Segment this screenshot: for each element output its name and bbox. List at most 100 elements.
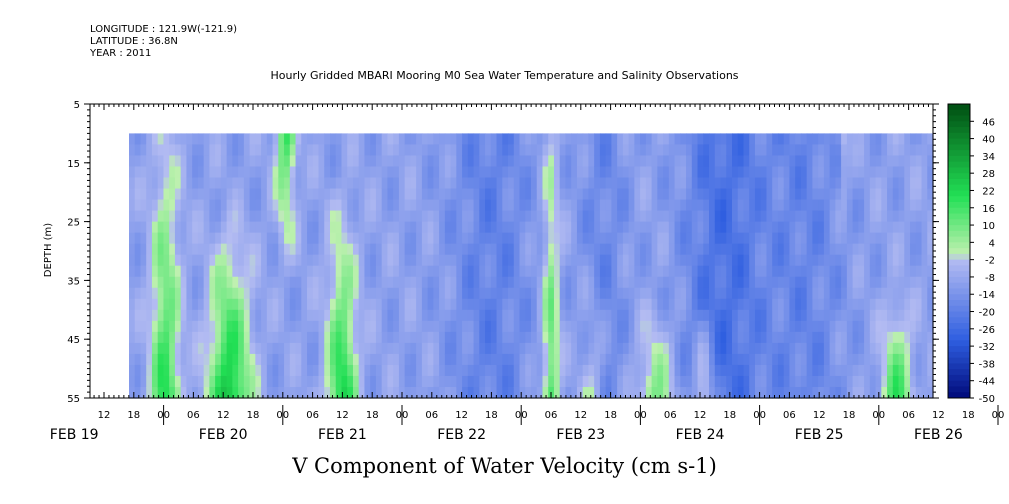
heatmap-cell <box>398 144 406 157</box>
heatmap-cell <box>657 375 664 388</box>
heatmap-cell <box>645 232 653 245</box>
heatmap-cell <box>531 133 538 146</box>
heatmap-cell <box>249 243 256 256</box>
heatmap-cell <box>381 331 389 344</box>
heatmap-cell <box>266 342 274 355</box>
heatmap-cell <box>416 342 423 355</box>
heatmap-cell <box>312 265 320 278</box>
heatmap-cell <box>387 243 394 256</box>
heatmap-cell <box>622 210 630 223</box>
heatmap-cell <box>473 144 480 157</box>
heatmap-cell <box>634 309 641 322</box>
heatmap-cell <box>197 210 205 223</box>
heatmap-cell <box>559 320 567 333</box>
heatmap-cell <box>720 364 727 377</box>
heatmap-cell <box>186 144 193 157</box>
heatmap-cell <box>387 276 394 289</box>
heatmap-cell <box>915 177 923 190</box>
colorbar-bin <box>948 380 970 387</box>
heatmap-cell <box>800 221 808 234</box>
heatmap-cell <box>841 177 848 190</box>
heatmap-cell <box>904 353 911 366</box>
heatmap-cell <box>243 166 251 179</box>
heatmap-cell <box>898 155 905 168</box>
heatmap-cell <box>387 375 394 388</box>
heatmap-cell <box>594 155 601 168</box>
heatmap-cell <box>490 353 498 366</box>
heatmap-cell <box>663 232 670 245</box>
heatmap-cell <box>410 276 417 289</box>
colorbar-bin <box>948 219 970 226</box>
heatmap-cell <box>496 386 503 399</box>
heatmap-cell <box>439 276 446 289</box>
heatmap-cell <box>243 177 251 190</box>
heatmap-cell <box>129 199 136 212</box>
heatmap-cell <box>295 210 302 223</box>
heatmap-cell <box>645 144 653 157</box>
heatmap-cell <box>588 199 595 212</box>
heatmap-cell <box>209 287 216 300</box>
heatmap-cell <box>732 309 739 322</box>
heatmap-cell <box>576 386 584 399</box>
heatmap-cell <box>186 287 193 300</box>
heatmap-cell <box>812 133 819 146</box>
heatmap-cell <box>169 254 176 267</box>
heatmap-cell <box>174 199 182 212</box>
heatmap-cell <box>278 386 285 399</box>
heatmap-cell <box>754 298 762 311</box>
heatmap-cell <box>760 221 768 234</box>
heatmap-cell <box>272 243 279 256</box>
heatmap-cell <box>576 232 584 245</box>
heatmap-cell <box>680 210 687 223</box>
heatmap-cell <box>513 342 521 355</box>
heatmap-cell <box>215 199 222 212</box>
x-tick-label: 12 <box>694 410 707 421</box>
heatmap-cell <box>760 210 768 223</box>
heatmap-cell <box>364 276 371 289</box>
heatmap-cell <box>450 386 457 399</box>
heatmap-cell <box>852 309 859 322</box>
heatmap-cell <box>490 342 498 355</box>
x-tick-label: 18 <box>723 410 736 421</box>
heatmap-cell <box>502 210 509 223</box>
heatmap-cell <box>531 155 538 168</box>
heatmap-cell <box>605 386 612 399</box>
heatmap-cell <box>852 254 859 267</box>
heatmap-cell <box>341 199 348 212</box>
heatmap-cell <box>324 386 331 399</box>
heatmap-cell <box>261 287 268 300</box>
heatmap-cell <box>858 287 865 300</box>
heatmap-cell <box>335 133 343 146</box>
heatmap-cell <box>691 210 699 223</box>
heatmap-cell <box>192 331 199 344</box>
heatmap-cell <box>553 133 561 146</box>
heatmap-cell <box>192 309 199 322</box>
heatmap-cell <box>266 254 274 267</box>
heatmap-cell <box>261 199 268 212</box>
heatmap-cell <box>462 331 469 344</box>
heatmap-cell <box>519 309 526 322</box>
heatmap-cell <box>829 353 836 366</box>
heatmap-cell <box>576 254 584 267</box>
heatmap-cell <box>617 155 624 168</box>
heatmap-cell <box>324 342 331 355</box>
heatmap-cell <box>697 199 704 212</box>
heatmap-cell <box>640 276 647 289</box>
heatmap-cell <box>467 331 475 344</box>
heatmap-cell <box>140 364 147 377</box>
heatmap-cell <box>588 298 595 311</box>
heatmap-cell <box>197 309 205 322</box>
heatmap-cell <box>812 386 819 399</box>
heatmap-cell <box>806 232 813 245</box>
heatmap-cell <box>255 166 262 179</box>
heatmap-cell <box>858 309 865 322</box>
heatmap-cell <box>709 287 716 300</box>
heatmap-cell <box>375 199 383 212</box>
heatmap-cell <box>398 155 406 168</box>
heatmap-cell <box>433 309 440 322</box>
heatmap-cell <box>795 243 802 256</box>
heatmap-cell <box>249 144 256 157</box>
heatmap-cell <box>663 364 670 377</box>
heatmap-cell <box>829 342 836 355</box>
